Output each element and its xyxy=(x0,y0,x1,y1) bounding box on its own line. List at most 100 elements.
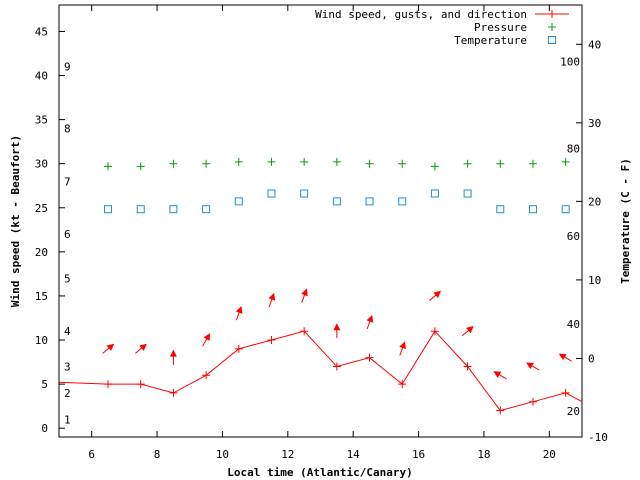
temperature-point xyxy=(365,197,374,206)
y-tick-label: 30 xyxy=(35,158,48,171)
x-tick-label: 8 xyxy=(154,448,161,461)
temperature-point xyxy=(398,197,407,206)
wind-direction-arrow xyxy=(235,306,243,321)
pressure-point xyxy=(496,159,505,168)
pressure-point xyxy=(267,157,276,166)
pressure-point xyxy=(463,159,472,168)
temperature-point xyxy=(496,205,505,214)
temperature-point xyxy=(267,189,276,198)
beaufort-label: 2 xyxy=(64,387,71,400)
y2-tick-label: 20 xyxy=(588,195,601,208)
y-tick-label: 20 xyxy=(35,246,48,259)
wind-direction-arrow xyxy=(268,292,276,308)
temperature-point xyxy=(528,205,537,214)
beaufort-label: 6 xyxy=(64,228,71,241)
wind-direction-arrow-head xyxy=(399,341,406,350)
wind-direction-arrow xyxy=(202,333,211,347)
temperature-point xyxy=(234,197,243,206)
wind-direction-arrow xyxy=(493,371,507,380)
beaufort-label: 7 xyxy=(64,175,71,188)
wind-direction-arrow xyxy=(169,349,177,365)
beaufort-label: 4 xyxy=(64,325,71,338)
wind-direction-arrow-head xyxy=(466,326,474,334)
y-tick-label: 10 xyxy=(35,334,48,347)
wind-speed-point xyxy=(463,362,472,371)
pressure-point xyxy=(528,159,537,168)
wind-direction-arrow xyxy=(526,362,540,371)
legend-label-wind: Wind speed, gusts, and direction xyxy=(315,8,527,21)
wind-speed-point xyxy=(332,362,341,371)
pressure-point xyxy=(561,157,570,166)
x-tick-label: 16 xyxy=(412,448,425,461)
plot-border xyxy=(58,4,583,438)
wind-direction-arrow-head xyxy=(558,353,567,361)
wind-direction-arrow-head xyxy=(169,349,177,357)
y2-tick-label: -10 xyxy=(588,431,608,444)
pressure-point xyxy=(136,162,145,171)
y-tick-label: 5 xyxy=(41,378,48,391)
pressure-point xyxy=(398,159,407,168)
fahrenheit-label: 80 xyxy=(567,143,580,156)
wind-direction-arrow-head xyxy=(433,290,442,298)
wind-speed-point xyxy=(234,344,243,353)
wind-speed-point xyxy=(300,327,309,336)
wind-speed-point xyxy=(267,336,276,345)
wind-direction-arrow-head xyxy=(106,343,115,351)
beaufort-label: 8 xyxy=(64,122,71,135)
x-tick-label: 14 xyxy=(347,448,361,461)
wind-speed-point xyxy=(561,388,570,397)
wind-direction-arrow xyxy=(461,326,474,337)
wind-direction-arrow xyxy=(429,290,442,301)
y2-axis-label: Temperature (C - F) xyxy=(619,158,632,284)
wind-direction-arrow xyxy=(366,314,374,330)
temperature-point xyxy=(300,189,309,198)
tick-labels: 6 8 10 12 14 16 18 20051015202530354045-1001020… xyxy=(35,25,608,461)
temperature-point xyxy=(561,205,570,214)
wind-direction-arrow-head xyxy=(268,292,276,301)
y-tick-label: 25 xyxy=(35,202,48,215)
wind-speed-point xyxy=(398,380,407,389)
y2-tick-label: 40 xyxy=(588,38,601,51)
wind-direction-arrow-head xyxy=(366,314,374,323)
data-marks xyxy=(58,157,583,415)
fahrenheit-label: 60 xyxy=(567,230,580,243)
wind-direction-arrow-head xyxy=(235,306,243,314)
x-tick-label: 6 xyxy=(88,448,95,461)
legend-marker-pressure xyxy=(548,23,556,31)
y2-tick-label: 0 xyxy=(588,352,595,365)
wind-direction-arrow-head xyxy=(301,288,308,297)
wind-speed-point xyxy=(136,380,145,389)
temperature-point xyxy=(104,205,113,214)
wind-speed-point xyxy=(365,353,374,362)
temperature-point xyxy=(463,189,472,198)
temperature-point xyxy=(136,205,145,214)
legend: Wind speed, gusts, and direction Pressur… xyxy=(315,8,569,47)
pressure-point xyxy=(234,157,243,166)
beaufort-label: 9 xyxy=(64,61,71,74)
y-tick-label: 45 xyxy=(35,25,48,38)
x-tick-label: 20 xyxy=(543,448,556,461)
fahrenheit-label: 20 xyxy=(567,405,580,418)
pressure-point xyxy=(169,159,178,168)
wind-direction-arrow xyxy=(301,288,308,303)
tick-marks xyxy=(59,5,582,438)
pressure-point xyxy=(202,159,211,168)
legend-marker-wind xyxy=(548,10,556,18)
beaufort-label: 1 xyxy=(64,413,71,426)
legend-marker-temperature xyxy=(548,36,556,44)
wind-direction-arrow xyxy=(333,323,341,339)
fahrenheit-label: 40 xyxy=(567,318,580,331)
wind-speed-point xyxy=(104,380,113,389)
wind-speed-point xyxy=(202,371,211,380)
beaufort-label: 3 xyxy=(64,360,71,373)
wind-direction-arrow-head xyxy=(526,362,534,370)
y2-tick-label: 10 xyxy=(588,274,601,287)
wind-direction-arrow-head xyxy=(333,323,341,331)
temperature-point xyxy=(430,189,439,198)
pressure-point xyxy=(430,162,439,171)
y-tick-label: 0 xyxy=(41,422,48,435)
x-tick-label: 10 xyxy=(216,448,229,461)
pressure-point xyxy=(332,157,341,166)
